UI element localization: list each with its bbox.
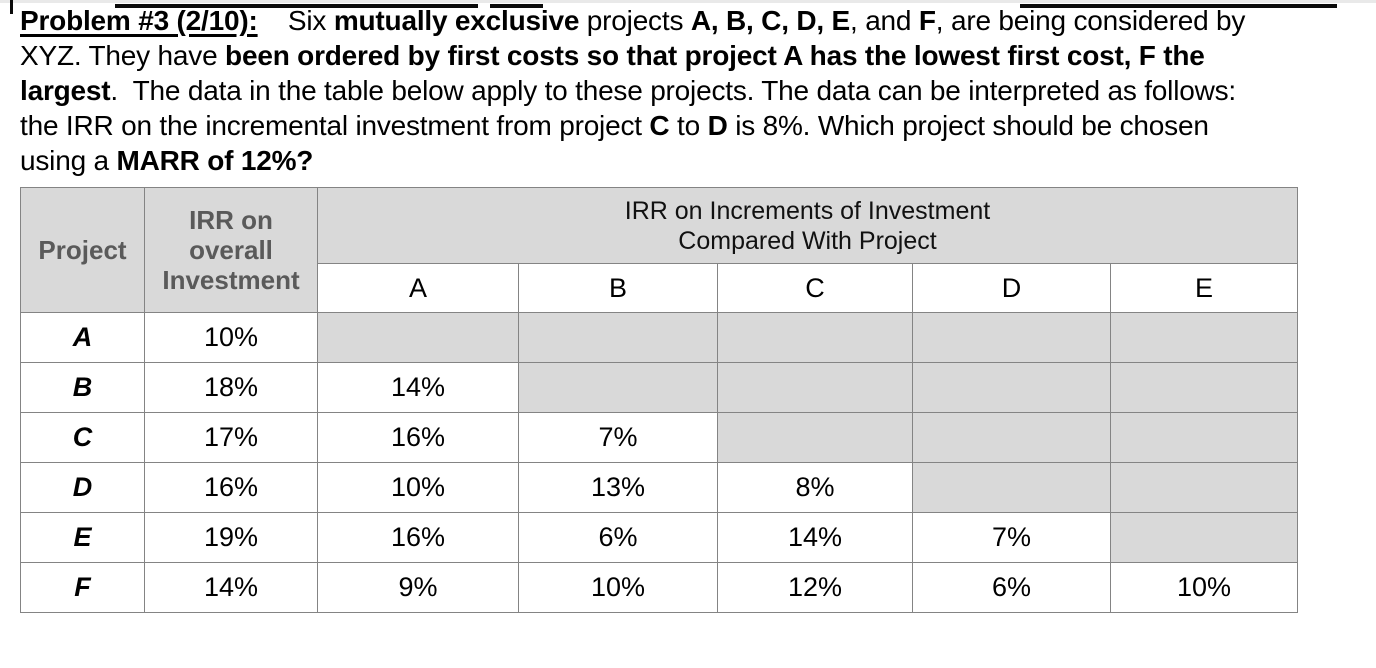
table-row-b: B 18% 14% bbox=[20, 362, 1298, 413]
overall-irr-value: 19% bbox=[144, 512, 318, 563]
column-header-a: A bbox=[317, 263, 519, 313]
column-header-b: B bbox=[518, 263, 718, 313]
column-header-e: E bbox=[1110, 263, 1298, 313]
project-label: E bbox=[20, 512, 145, 563]
incremental-irr-value: 10% bbox=[1110, 562, 1298, 613]
shaded-empty-cell bbox=[912, 412, 1111, 463]
irr-table: Project IRR on overall Investment IRR on… bbox=[20, 187, 1298, 613]
incremental-irr-value: 16% bbox=[317, 412, 519, 463]
incremental-irr-value: 13% bbox=[518, 462, 718, 513]
incremental-irr-value: 14% bbox=[317, 362, 519, 413]
table-row-f: F 14% 9% 10% 12% 6% 10% bbox=[20, 562, 1298, 613]
cutoff-underline-artifact bbox=[490, 4, 543, 8]
shaded-empty-cell bbox=[717, 362, 913, 413]
overall-irr-value: 16% bbox=[144, 462, 318, 513]
incremental-irr-value: 6% bbox=[518, 512, 718, 563]
shaded-empty-cell bbox=[518, 362, 718, 413]
incremental-irr-value: 10% bbox=[518, 562, 718, 613]
project-label: A bbox=[20, 312, 145, 363]
increments-header-line2: Compared With Project bbox=[678, 226, 937, 255]
cutoff-underline-artifact bbox=[1020, 4, 1337, 8]
shaded-empty-cell bbox=[1110, 412, 1298, 463]
problem-text-segment: using a bbox=[20, 145, 117, 176]
problem-statement: Problem #3 (2/10): Six mutually exclusiv… bbox=[20, 3, 1365, 178]
incremental-irr-value: 8% bbox=[717, 462, 913, 513]
problem-text-segment: the IRR on the incremental investment fr… bbox=[20, 110, 650, 141]
problem-text-segment: , and bbox=[850, 5, 919, 36]
shaded-empty-cell bbox=[717, 412, 913, 463]
problem-text-segment: C bbox=[649, 110, 670, 141]
problem-text-line: Problem #3 (2/10): Six mutually exclusiv… bbox=[20, 3, 1365, 38]
increments-header-line1: IRR on Increments of Investment bbox=[624, 196, 991, 225]
incremental-irr-value: 16% bbox=[317, 512, 519, 563]
cutoff-text-artifact bbox=[10, 0, 13, 14]
project-label: F bbox=[20, 562, 145, 613]
shaded-empty-cell bbox=[717, 312, 913, 363]
shaded-empty-cell bbox=[317, 312, 519, 363]
incremental-irr-value: 7% bbox=[518, 412, 718, 463]
project-label: C bbox=[20, 412, 145, 463]
problem-text-segment: to bbox=[669, 110, 708, 141]
page-top-edge bbox=[0, 0, 1376, 3]
shaded-empty-cell bbox=[912, 462, 1111, 513]
problem-text-segment: projects bbox=[579, 5, 691, 36]
project-label: B bbox=[20, 362, 145, 413]
problem-text-segment: mutually exclusive bbox=[333, 5, 580, 36]
table-row-d: D 16% 10% 13% 8% bbox=[20, 462, 1298, 513]
problem-text-line: the IRR on the incremental investment fr… bbox=[20, 108, 1365, 143]
problem-text-segment: A, B, C, D, E bbox=[690, 5, 851, 36]
overall-irr-value: 10% bbox=[144, 312, 318, 363]
incremental-irr-value: 7% bbox=[912, 512, 1111, 563]
problem-text-line: largest. The data in the table below app… bbox=[20, 73, 1365, 108]
problem-text-line: using a MARR of 12%? bbox=[20, 143, 1365, 178]
cutoff-underline-artifact bbox=[115, 4, 478, 8]
problem-text-line: XYZ. They have been ordered by first cos… bbox=[20, 38, 1365, 73]
shaded-empty-cell bbox=[912, 362, 1111, 413]
shaded-empty-cell bbox=[1110, 462, 1298, 513]
incremental-irr-value: 14% bbox=[717, 512, 913, 563]
shaded-empty-cell bbox=[912, 312, 1111, 363]
problem-text-segment: F bbox=[918, 5, 936, 36]
shaded-empty-cell bbox=[1110, 512, 1298, 563]
overall-irr-value: 18% bbox=[144, 362, 318, 413]
problem-text-segment: , are being considered by bbox=[935, 5, 1246, 36]
problem-text-segment: Problem #3 (2/10): bbox=[20, 5, 258, 36]
problem-text-segment: XYZ. They have bbox=[20, 40, 226, 71]
column-header-d: D bbox=[912, 263, 1111, 313]
shaded-empty-cell bbox=[518, 312, 718, 363]
column-header-increments: IRR on Increments of Investment Compared… bbox=[317, 187, 1298, 264]
incremental-irr-value: 6% bbox=[912, 562, 1111, 613]
problem-text-segment: D bbox=[707, 110, 728, 141]
incremental-irr-value: 10% bbox=[317, 462, 519, 513]
problem-text-segment: MARR of 12%? bbox=[116, 145, 314, 176]
column-header-overall-irr: IRR on overall Investment bbox=[144, 187, 318, 313]
shaded-empty-cell bbox=[1110, 312, 1298, 363]
project-label: D bbox=[20, 462, 145, 513]
column-header-c: C bbox=[717, 263, 913, 313]
problem-text-segment: . The data in the table below apply to t… bbox=[110, 75, 1236, 106]
overall-irr-value: 17% bbox=[144, 412, 318, 463]
incremental-irr-value: 12% bbox=[717, 562, 913, 613]
table-row-a: A 10% bbox=[20, 312, 1298, 363]
table-row-e: E 19% 16% 6% 14% 7% bbox=[20, 512, 1298, 563]
incremental-irr-value: 9% bbox=[317, 562, 519, 613]
problem-text-segment: is 8%. Which project should be chosen bbox=[727, 110, 1209, 141]
overall-irr-value: 14% bbox=[144, 562, 318, 613]
shaded-empty-cell bbox=[1110, 362, 1298, 413]
column-header-project: Project bbox=[20, 187, 145, 313]
problem-text-segment: been ordered by first costs so that proj… bbox=[225, 40, 1205, 71]
table-row-c: C 17% 16% 7% bbox=[20, 412, 1298, 463]
problem-text-segment: largest bbox=[20, 75, 111, 106]
problem-text-segment: Six bbox=[257, 5, 334, 36]
